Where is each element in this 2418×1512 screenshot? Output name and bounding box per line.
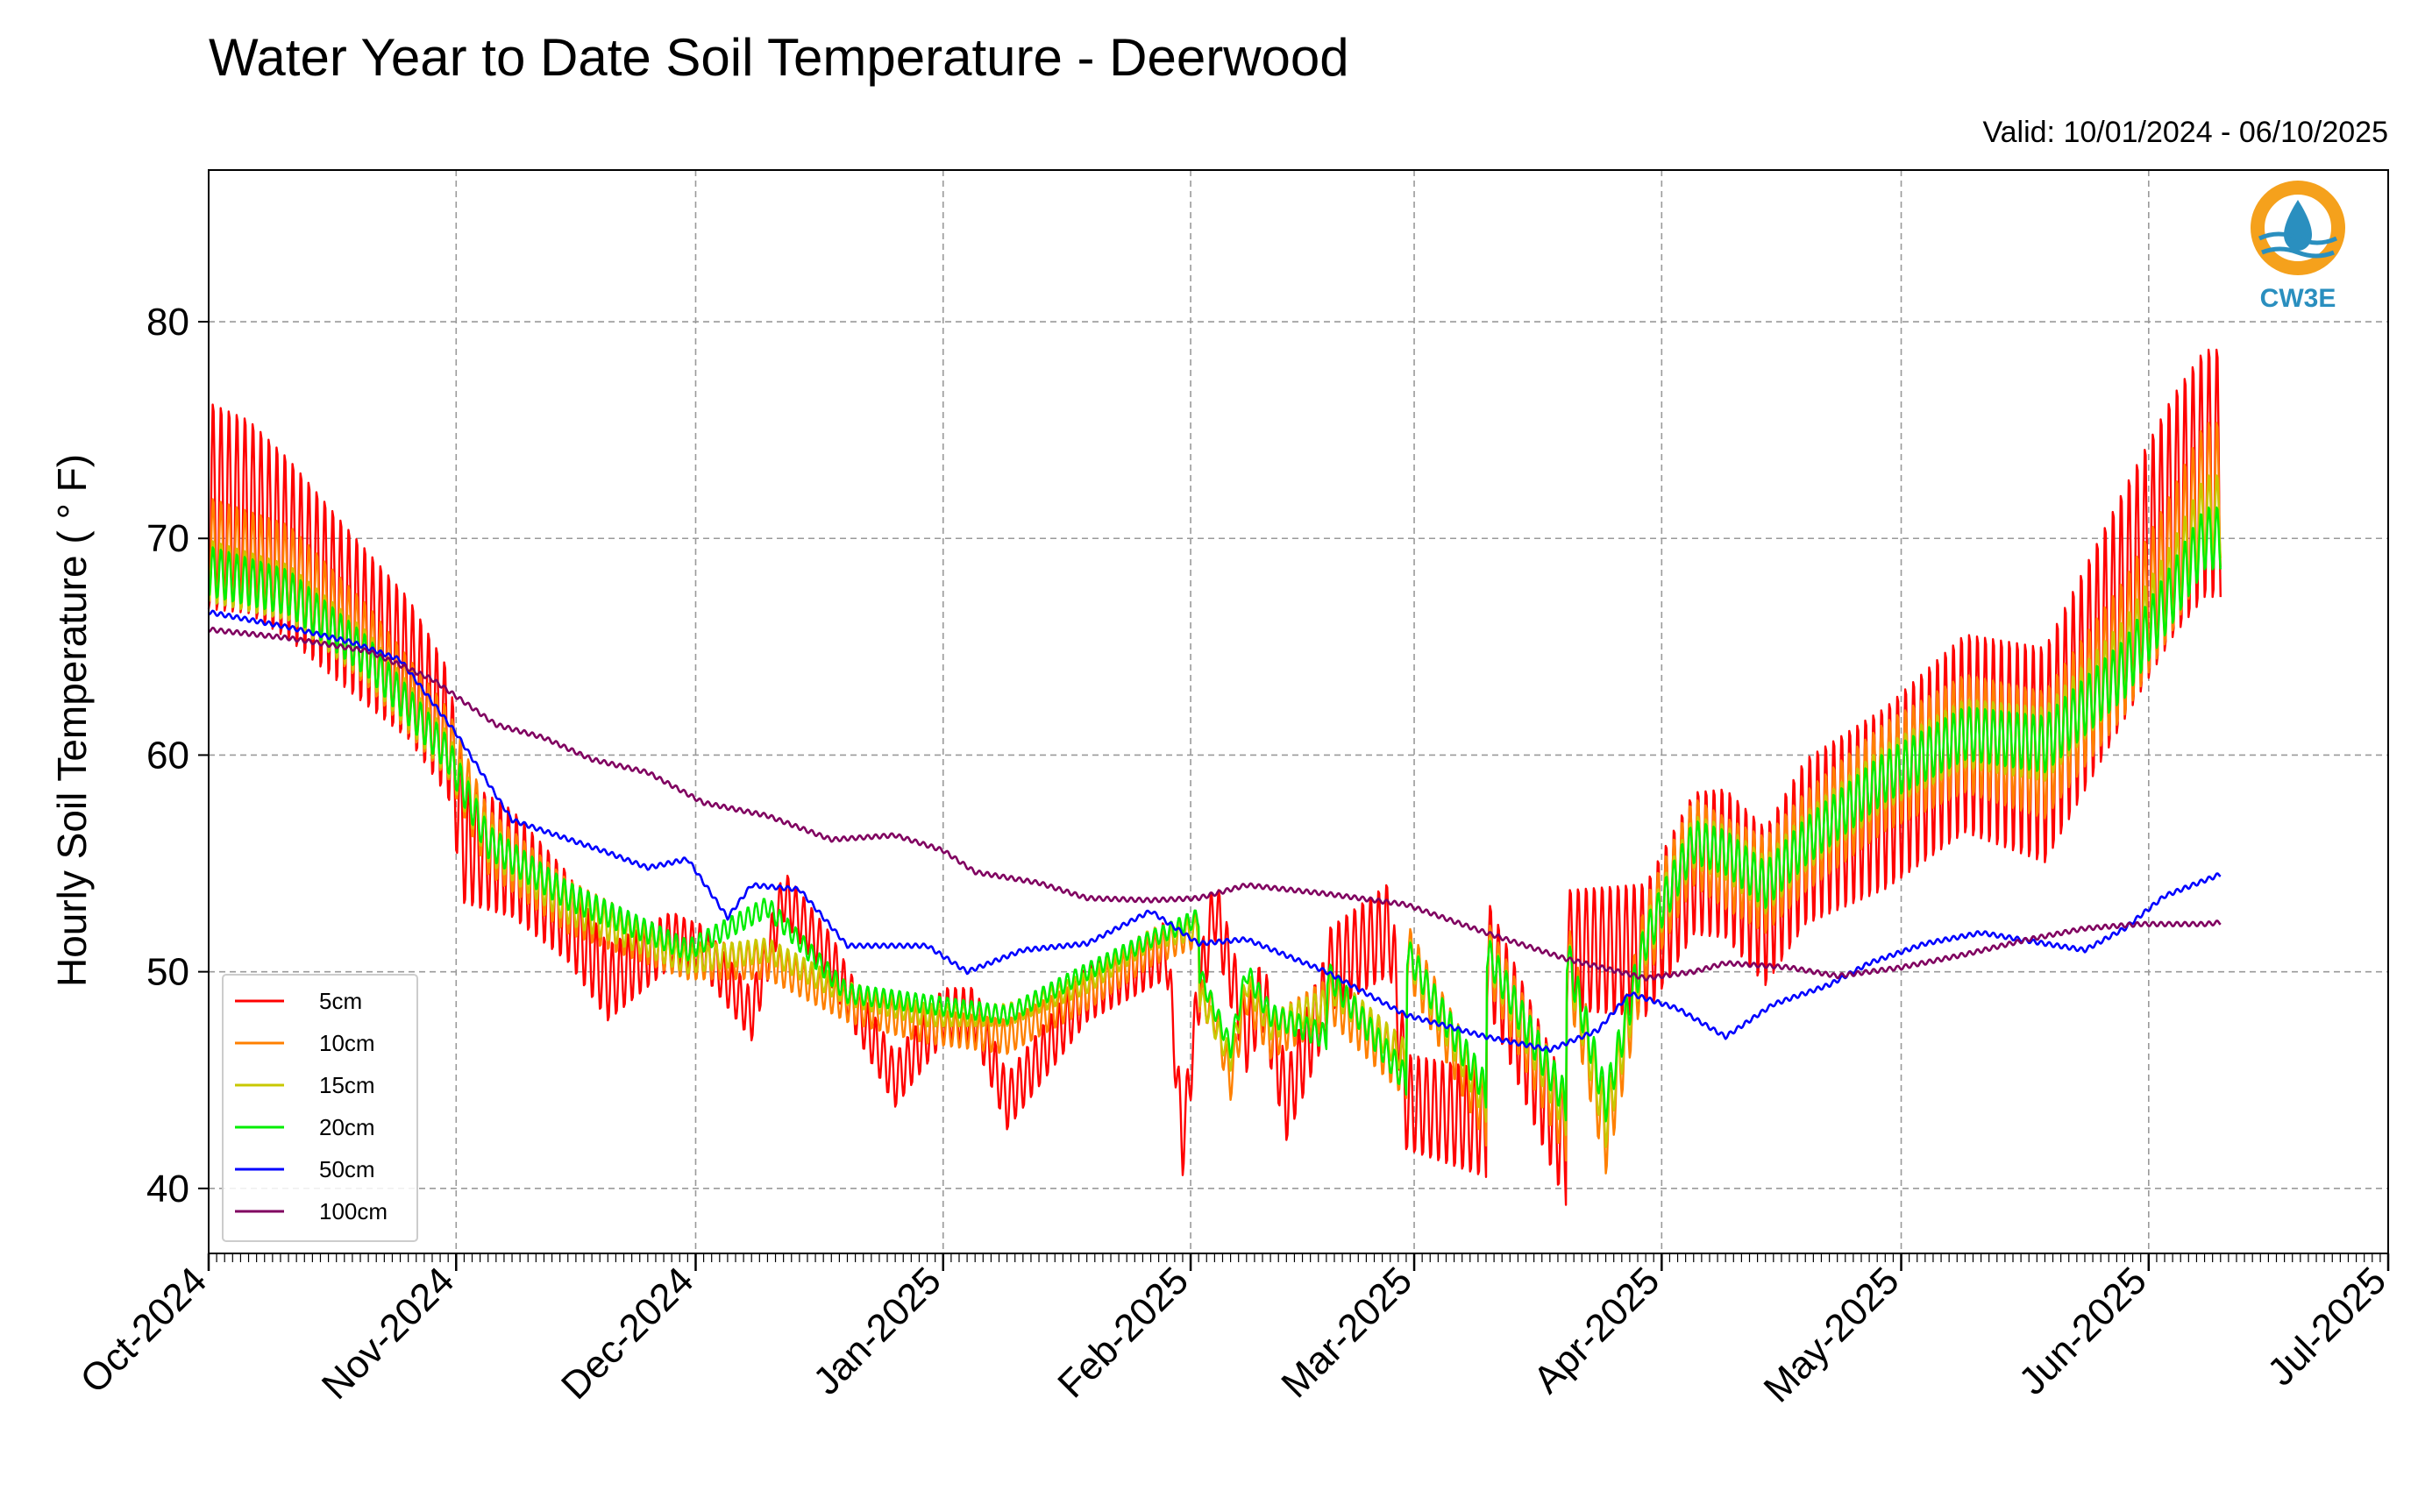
x-tick-label: Jan-2025: [805, 1259, 949, 1402]
series-line-20cm: [208, 506, 2222, 1123]
y-tick-label: 80: [146, 301, 189, 344]
series-line-15cm: [207, 474, 2222, 1148]
x-tick-label: Dec-2024: [553, 1259, 702, 1408]
series-line-5cm: [207, 348, 2222, 1206]
wave-icon: [2258, 231, 2338, 245]
legend-label: 10cm: [319, 1030, 375, 1056]
valid-date-range: Valid: 10/01/2024 - 06/10/2025: [1982, 116, 2388, 149]
legend-label: 20cm: [319, 1114, 375, 1140]
logo-ring-icon: [2251, 181, 2345, 275]
plot-frame: [208, 169, 2389, 1254]
y-tick-label: 40: [146, 1168, 189, 1210]
x-tick-label: Feb-2025: [1049, 1259, 1197, 1406]
logo-text: CW3E: [2260, 284, 2336, 313]
series-line-10cm: [207, 422, 2222, 1175]
legend-label: 100cm: [319, 1198, 388, 1225]
series-layer: [207, 348, 2222, 1206]
legend-label: 15cm: [319, 1072, 375, 1098]
grid-layer: [209, 170, 2388, 1253]
x-tick-label: Mar-2025: [1273, 1259, 1420, 1406]
series-line-50cm: [208, 609, 2222, 1054]
wave-icon: [2261, 246, 2335, 259]
x-tick-label: May-2025: [1756, 1259, 1908, 1410]
y-tick-label: 50: [146, 951, 189, 994]
y-tick-label: 70: [146, 517, 189, 560]
legend-label: 5cm: [319, 988, 362, 1014]
x-tick-label: Oct-2024: [72, 1259, 215, 1402]
x-tick-label: Jun-2025: [2010, 1259, 2154, 1402]
y-tick-label: 60: [146, 734, 189, 777]
chart-title: Water Year to Date Soil Temperature - De…: [209, 28, 1349, 87]
legend-box: [222, 974, 418, 1242]
series-line-100cm: [208, 626, 2222, 982]
legend: 5cm 10cm 15cm 20cm 50cm 100cm: [222, 974, 418, 1242]
x-tick-label: Jul-2025: [2259, 1259, 2394, 1394]
x-tick-label: Nov-2024: [314, 1259, 463, 1408]
y-axis-label: Hourly Soil Temperature ( ° F): [49, 454, 95, 987]
cw3e-logo: CW3E: [2251, 181, 2345, 313]
x-tick-label: Apr-2025: [1525, 1259, 1668, 1402]
legend-label: 50cm: [319, 1156, 375, 1182]
